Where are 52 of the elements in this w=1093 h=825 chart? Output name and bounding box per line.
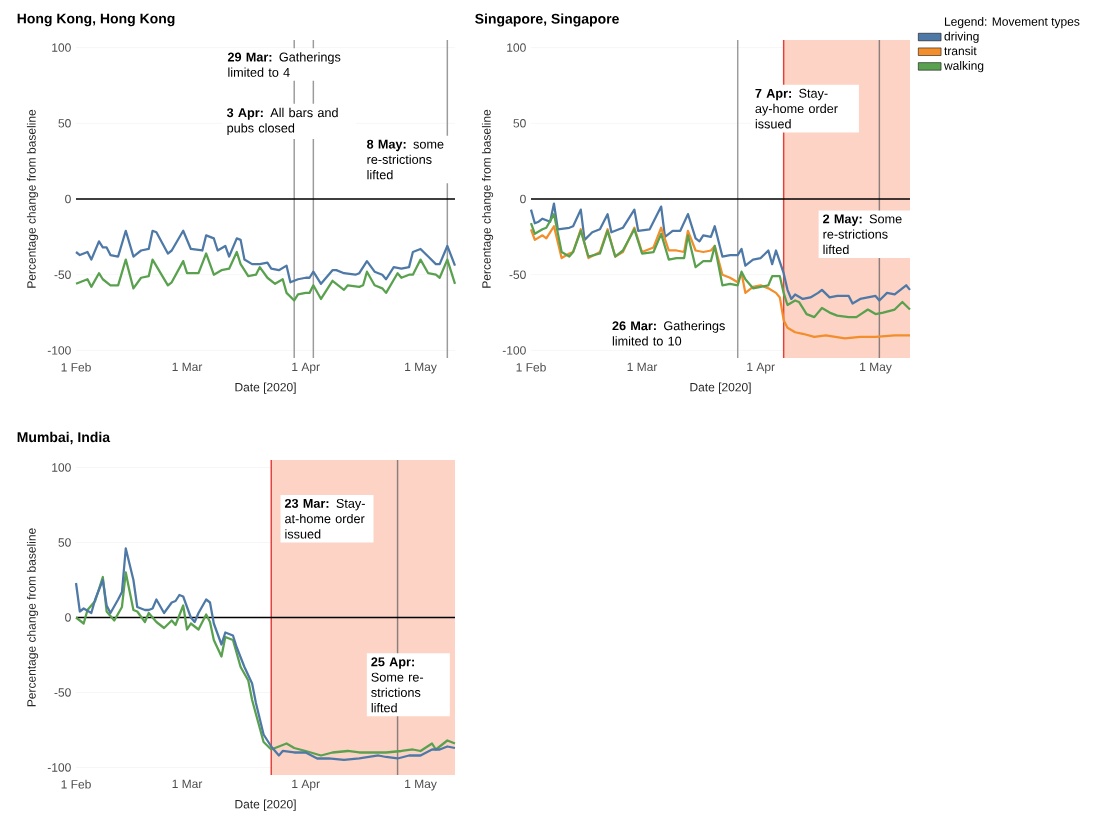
x-tick-label: 1 Mar <box>172 779 203 789</box>
x-axis-title: Date [2020] <box>235 382 296 394</box>
line-series <box>529 202 912 305</box>
y-tick-label: 0 <box>65 194 71 204</box>
ref-line-label: 2 May: Some re-strictions lifted <box>823 214 902 255</box>
x-tick-label: 1 Feb <box>516 362 546 372</box>
line-series <box>74 250 457 302</box>
legend-label: driving <box>944 31 979 43</box>
ref-line-label: 23 Mar: Stay-at-home order issued <box>284 498 365 539</box>
ref-line-label: 3 Apr: All bars and pubs closed <box>226 107 338 136</box>
y-tick-label: -100 <box>47 763 71 772</box>
legend-title: Legend: Movement types <box>944 16 1080 29</box>
x-axis-title: Date [2020] <box>690 382 751 394</box>
y-tick-label: 0 <box>520 194 526 204</box>
chart-title: Hong Kong, Hong Kong <box>17 13 175 27</box>
ref-line-label: 29 Mar: Gatherings limited to 4 <box>227 52 341 77</box>
y-tick-label: -50 <box>54 270 71 279</box>
x-tick-label: 1 Mar <box>627 362 658 372</box>
chart-title: Singapore, Singapore <box>475 13 619 27</box>
x-tick-label: 1 Apr <box>747 362 775 374</box>
x-tick-label: 1 May <box>860 362 892 374</box>
y-tick-label: 50 <box>58 119 71 128</box>
ref-line-label: 26 Mar: Gatherings limited to 10 <box>612 320 725 346</box>
y-tick-label: 100 <box>52 463 71 472</box>
line-series <box>529 213 912 319</box>
ref-line-label: 7 Apr: Stay-ay-home order issued <box>755 88 838 129</box>
y-tick-label: 100 <box>507 43 526 52</box>
legend-label: transit <box>944 46 977 56</box>
y-axis-title: Percentage change from baseline <box>26 109 39 288</box>
y-axis-title: Percentage change from baseline <box>26 528 39 707</box>
x-tick-label: 1 May <box>405 779 437 791</box>
chart-title: Mumbai, India <box>17 431 111 445</box>
x-tick-label: 1 Apr <box>292 779 320 791</box>
legend-label: walking <box>943 61 984 73</box>
y-tick-label: 0 <box>65 613 71 622</box>
x-tick-label: 1 Feb <box>61 779 91 789</box>
x-tick-label: 1 Feb <box>61 362 91 372</box>
x-tick-label: 1 Mar <box>172 362 203 372</box>
y-axis-title: Percentage change from baseline <box>481 109 494 288</box>
y-tick-label: -50 <box>54 688 71 697</box>
y-tick-label: -100 <box>47 346 71 355</box>
line-series <box>74 229 457 285</box>
x-axis-title: Date [2020] <box>235 799 296 811</box>
y-tick-label: 100 <box>52 43 71 52</box>
y-tick-label: -50 <box>509 270 526 279</box>
ref-line-label: 8 May: some re-strictions lifted <box>367 139 444 180</box>
y-tick-label: 50 <box>513 119 526 128</box>
x-tick-label: 1 Apr <box>292 362 320 374</box>
y-tick-label: 50 <box>58 538 71 547</box>
x-tick-label: 1 May <box>405 362 437 374</box>
ref-line-label: 25 Apr: Some re-strictions lifted <box>371 657 424 713</box>
y-tick-label: -100 <box>502 346 526 355</box>
